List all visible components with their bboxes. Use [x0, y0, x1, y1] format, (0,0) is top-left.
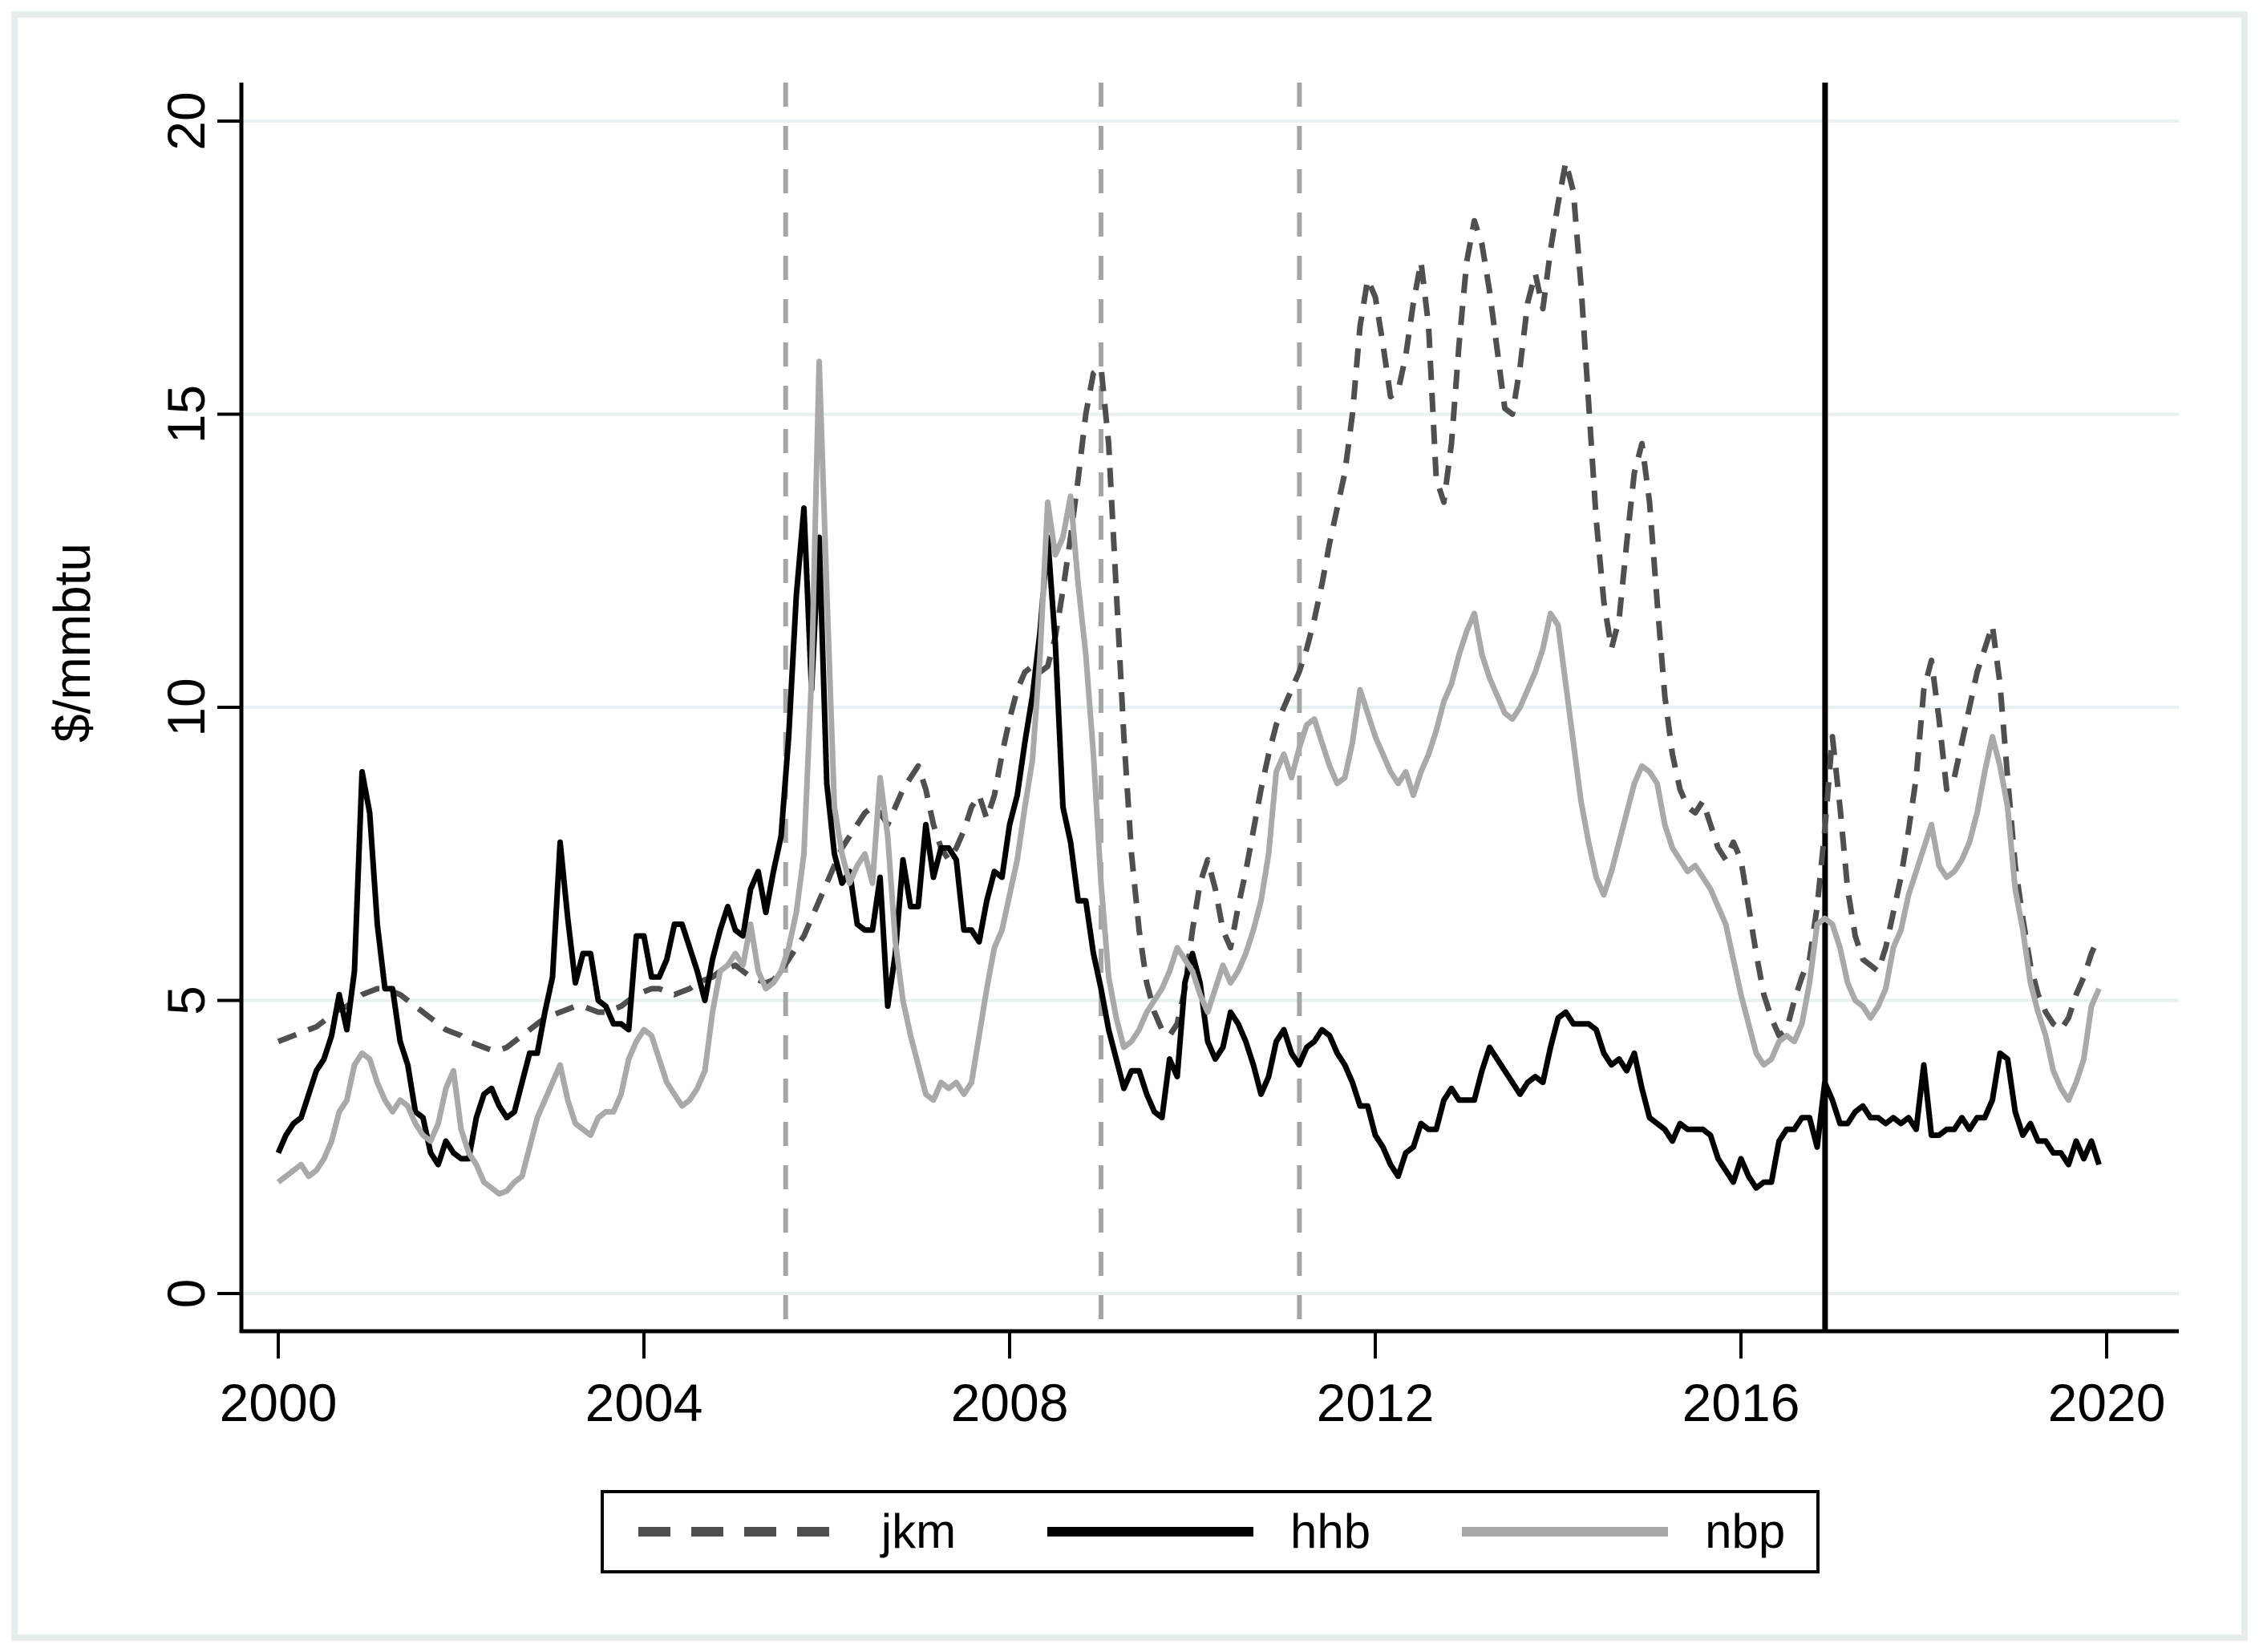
y-tick-label-10: 10: [156, 678, 216, 736]
y-tick-label-0: 0: [156, 1279, 216, 1309]
legend-label-nbp: nbp: [1705, 1504, 1786, 1558]
hhb-solid-line-sample-icon: [1047, 1527, 1254, 1537]
jkm-dashed-line-sample-icon: [638, 1527, 844, 1537]
y-tick-label-5: 5: [156, 986, 216, 1015]
x-tick-label-2004: 2004: [585, 1373, 703, 1432]
y-tick-label-20: 20: [156, 91, 216, 150]
legend-item-nbp: nbp: [1459, 1508, 1785, 1556]
legend-label-jkm: jkm: [881, 1504, 957, 1558]
x-tick-label-2000: 2000: [220, 1373, 338, 1432]
legend-box: jkm hhb nbp: [601, 1490, 1820, 1573]
x-tick-label-2020: 2020: [2048, 1373, 2166, 1432]
y-tick-label-15: 15: [156, 385, 216, 443]
x-tick-label-2008: 2008: [951, 1373, 1069, 1432]
legend-item-hhb: hhb: [1044, 1508, 1370, 1556]
y-axis-title: $/mmbtu: [43, 543, 101, 743]
x-tick-label-2012: 2012: [1317, 1373, 1435, 1432]
nbp-solid-line-sample-icon: [1462, 1527, 1669, 1537]
legend-item-jkm: jkm: [635, 1508, 956, 1556]
legend-label-hhb: hhb: [1290, 1504, 1371, 1558]
x-tick-label-2016: 2016: [1682, 1373, 1800, 1432]
series-line-nbp: [276, 358, 2102, 1197]
